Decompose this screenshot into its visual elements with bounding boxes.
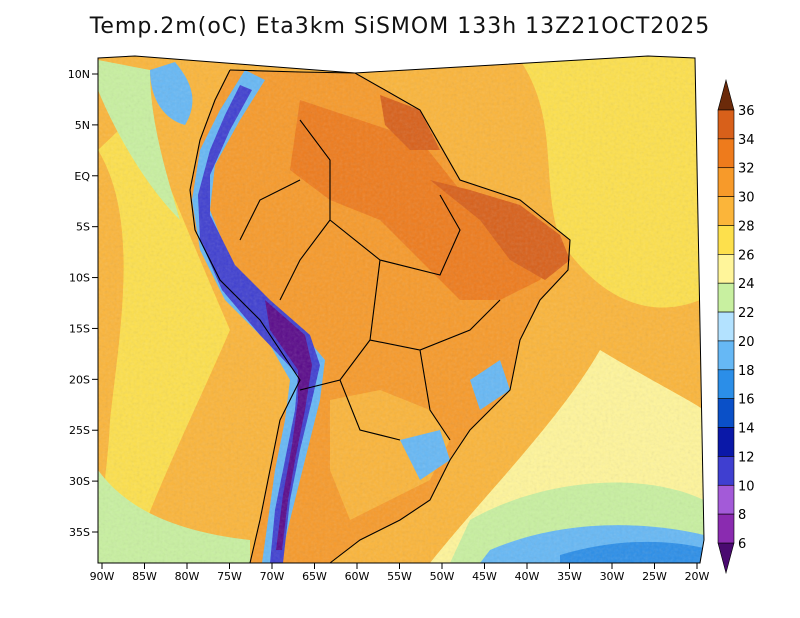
colorbar-level-label: 22 [738,306,755,321]
colorbar-segment [717,225,735,255]
lon-tick-label: 85W [132,570,157,583]
lon-tick-label: 60W [345,570,370,583]
colorbar-segment [717,254,735,284]
colorbar-segment [717,167,735,197]
colorbar-segment [717,196,735,226]
west-coastline [189,69,301,564]
lat-tick-label: 20S [69,373,90,386]
political-borders [189,69,571,564]
colorbar-level-label: 26 [738,248,755,263]
colorbar-level-label: 10 [738,479,755,494]
lat-tick-label: 15S [69,322,90,335]
lon-tick-label: 75W [217,570,242,583]
colorbar-segment [717,456,735,486]
colorbar-segment [717,369,735,399]
lat-tick-label: EQ [74,170,90,183]
lon-tick-label: 70W [260,570,285,583]
colorbar-level-label: 30 [738,191,755,206]
lat-tick-label: 35S [69,526,90,539]
lat-tick-label: 5N [75,119,90,132]
colorbar: 36 34 32 30 28 26 24 22 20 18 16 14 12 10 8 6 [717,78,755,575]
colorbar-level-label: 18 [738,364,755,379]
colorbar-under-arrow [717,542,735,575]
lon-tick-label: 30W [600,570,625,583]
colorbar-level-label: 34 [738,133,755,148]
domain-outline [97,55,705,564]
lat-tick-label: 10S [69,272,90,285]
lon-tick-label: 45W [472,570,497,583]
lon-tick-label: 40W [515,570,540,583]
lon-tick-label: 20W [685,570,710,583]
field-texture [98,56,704,563]
colorbar-level-label: 6 [738,537,746,552]
colorbar-level-label: 28 [738,219,755,234]
lon-tick-label: 55W [387,570,412,583]
colorbar-level-label: 36 [738,104,755,119]
lat-tick-label: 5S [76,221,90,234]
temperature-field [98,56,704,563]
country-state-lines [239,119,501,441]
longitude-axis: 90W 85W 80W 75W 70W 65W 60W 55W 50W 45W 40W 35W 30W 2… [90,563,710,583]
colorbar-level-label: 24 [738,277,755,292]
lon-tick-label: 35W [557,570,582,583]
map-title: Temp.2m(oC) Eta3km SiSMOM 133h 13Z21OCT2… [89,14,711,39]
colorbar-segment [717,340,735,371]
lon-tick-label: 50W [430,570,455,583]
colorbar-segment [717,138,735,169]
colorbar-level-label: 32 [738,162,755,177]
east-coastline [229,69,571,564]
lat-tick-label: 10N [68,68,90,81]
colorbar-level-label: 14 [738,422,755,437]
colorbar-segment [717,398,735,428]
colorbar-level-label: 12 [738,450,755,465]
colorbar-segment [717,311,735,342]
lat-tick-label: 25S [69,424,90,437]
colorbar-segment [717,484,735,515]
colorbar-segment [717,513,735,544]
colorbar-segment [717,427,735,457]
colorbar-segment [717,109,735,140]
colorbar-segment [717,282,735,313]
lon-tick-label: 80W [175,570,200,583]
latitude-axis: 10N 5N EQ 5S 10S 15S 20S 25S 30S 35S [68,68,98,539]
lon-tick-label: 25W [642,570,667,583]
lon-tick-label: 65W [302,570,327,583]
colorbar-over-arrow [717,78,735,111]
colorbar-level-label: 8 [738,508,746,523]
colorbar-level-label: 20 [738,335,755,350]
lon-tick-label: 90W [90,570,115,583]
lat-tick-label: 30S [69,475,90,488]
colorbar-level-label: 16 [738,393,755,408]
